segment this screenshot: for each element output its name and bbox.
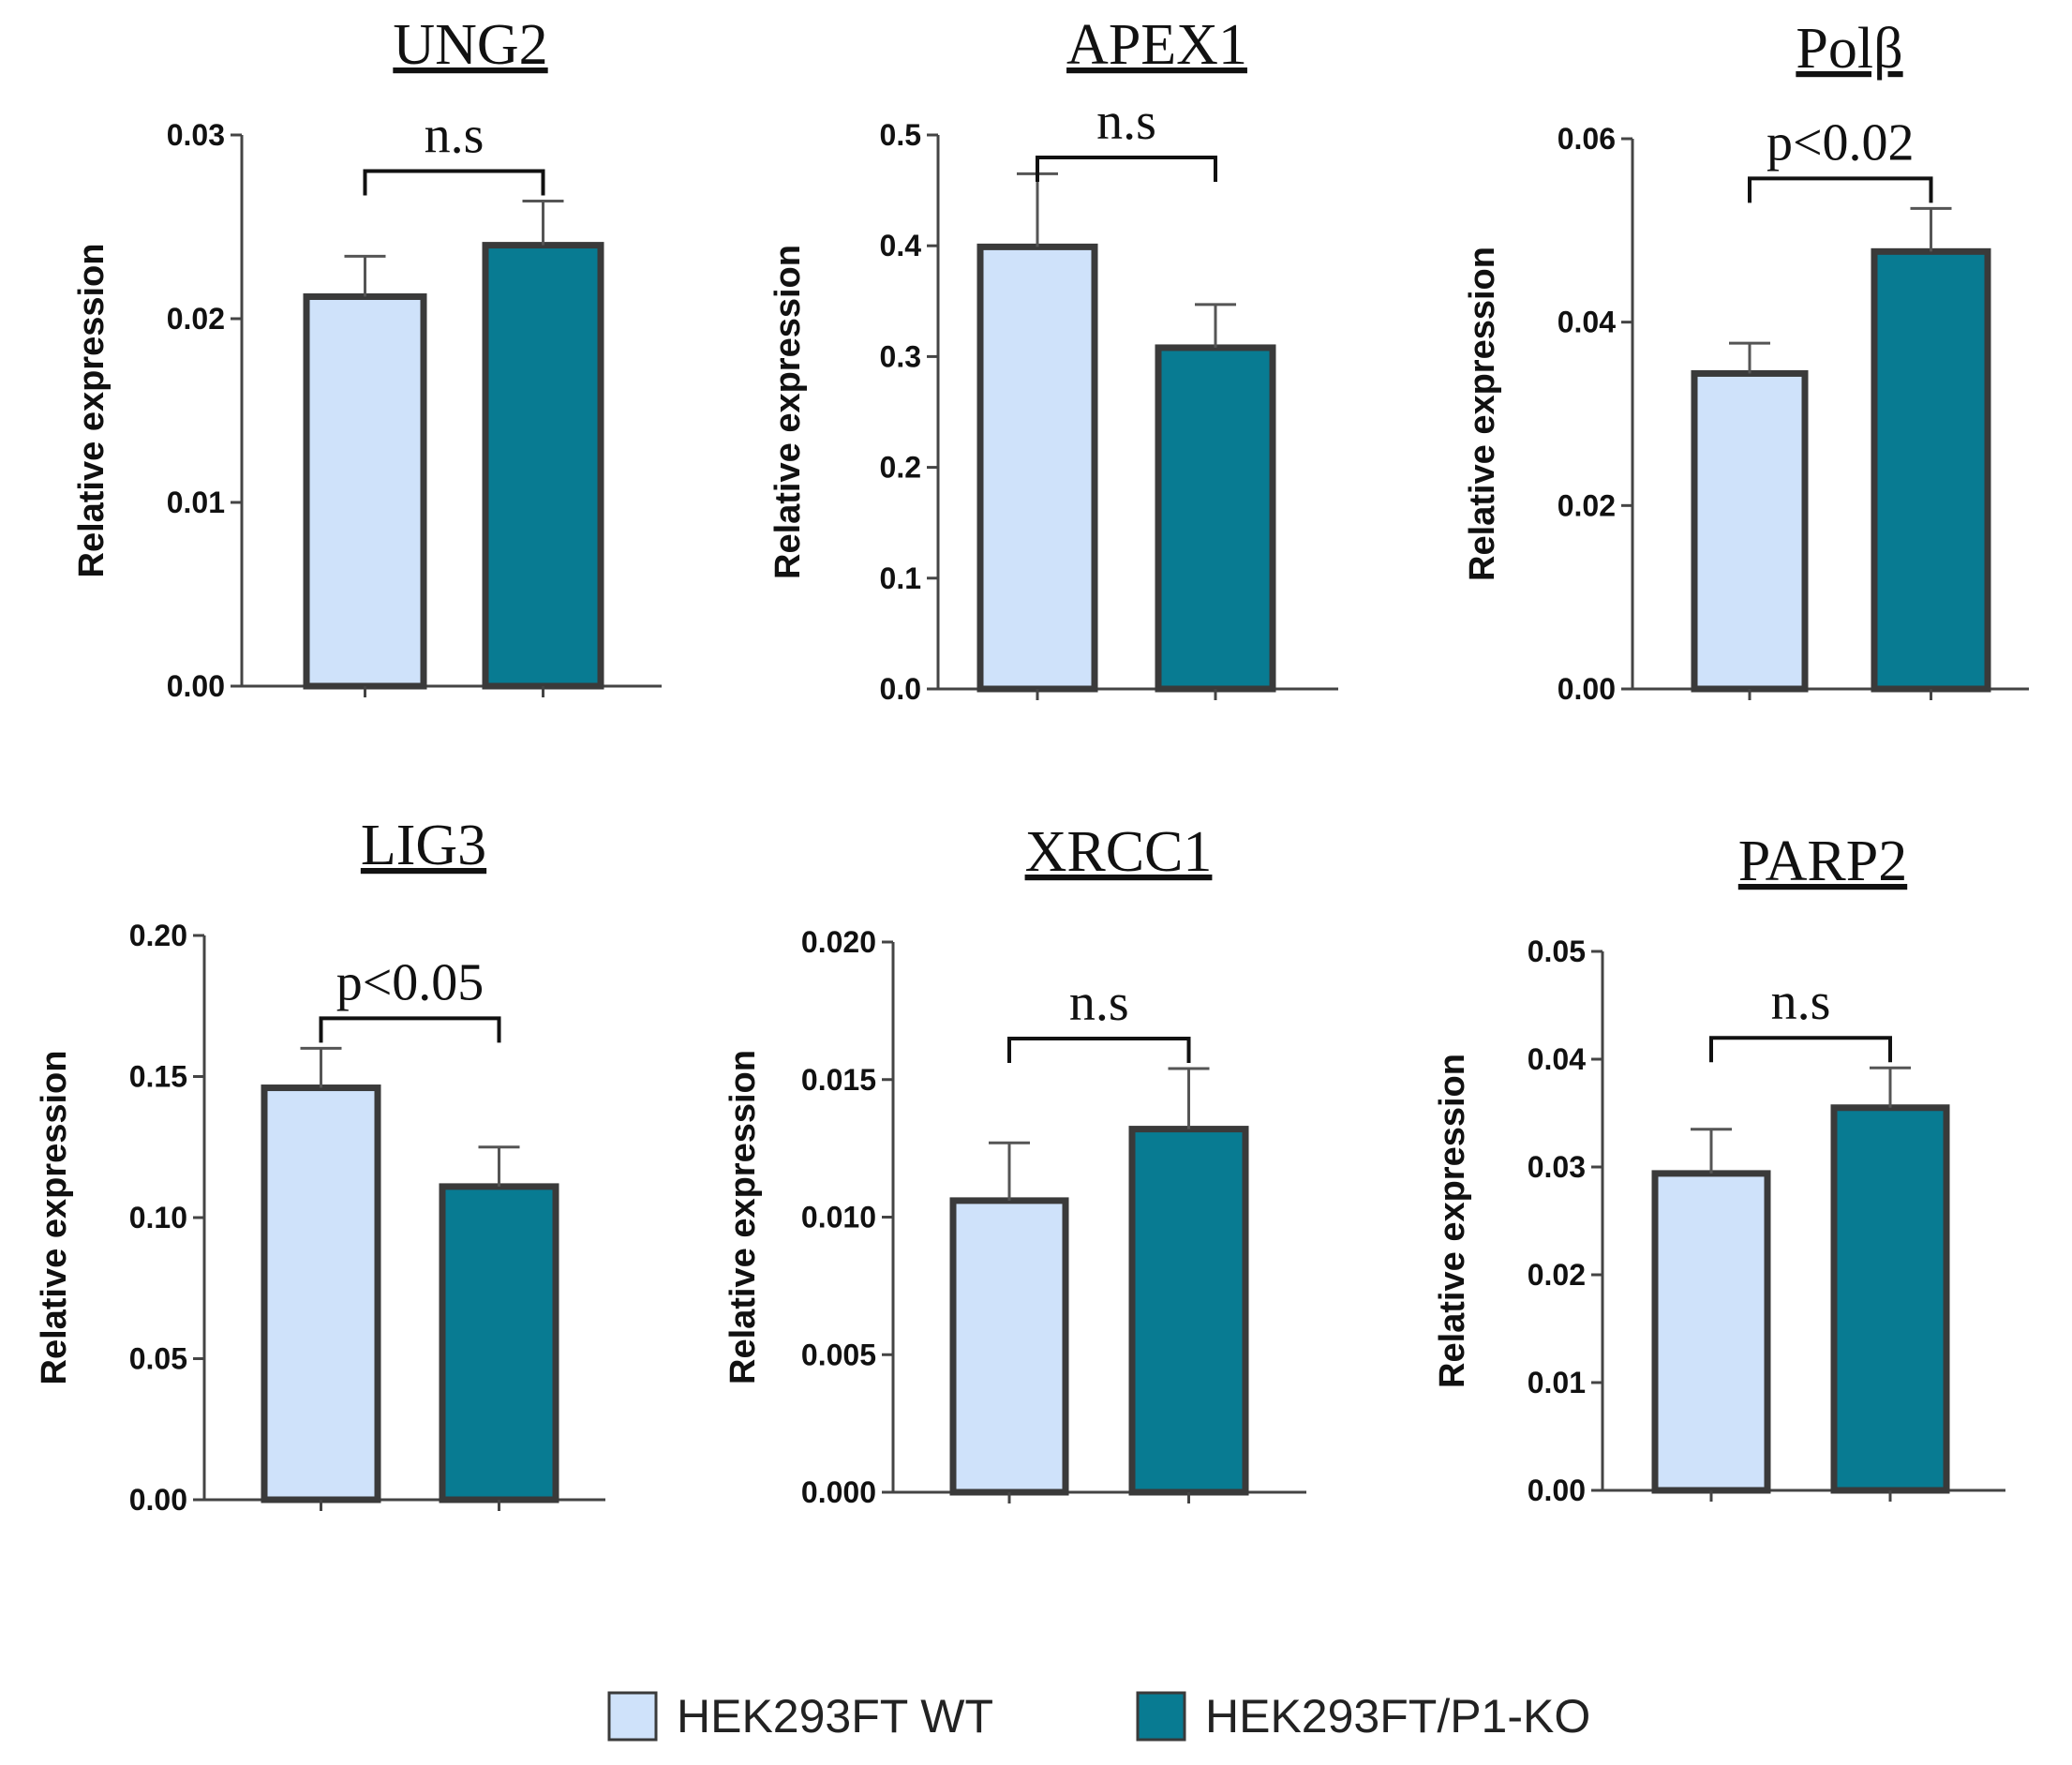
- bar-ko: [1155, 344, 1276, 693]
- y-tick-label: 0.00: [129, 1483, 187, 1517]
- bar-wt: [1691, 369, 1809, 693]
- bar-ko: [1128, 1126, 1249, 1496]
- y-axis-label: Relative expression: [768, 245, 808, 579]
- bar-wt: [303, 292, 427, 690]
- y-axis-label: Relative expression: [1433, 1054, 1472, 1388]
- y-tick-label: 0.05: [129, 1342, 187, 1376]
- legend-item-wt: HEK293FT WT: [607, 1690, 993, 1743]
- legend-label: HEK293FT WT: [677, 1690, 993, 1743]
- chart-title: XRCC1: [1025, 820, 1213, 884]
- y-tick-label: 0.2: [880, 451, 921, 485]
- y-tick-label: 0.05: [1528, 935, 1586, 968]
- significance-bracket: [1036, 156, 1217, 182]
- chart-parp2: PARP2 Relative expression 0.00 0.01 0.02 0.03…: [1433, 830, 2005, 1507]
- charts-grid: UNG2 Relative expression 0.00 0.01 0.02 0.03 n…: [35, 13, 2029, 1517]
- y-tick-label: 0.015: [801, 1063, 876, 1097]
- legend-swatch: [1136, 1691, 1186, 1742]
- bar-wt: [949, 1197, 1069, 1496]
- chart-xrcc1: XRCC1 Relative expression 0.000 0.005 0.010 0…: [723, 820, 1306, 1509]
- significance-bracket: [1709, 1036, 1892, 1063]
- y-tick-label: 0.04: [1528, 1042, 1586, 1076]
- significance-label: p<0.02: [1766, 113, 1915, 172]
- bar-ko: [482, 242, 604, 690]
- chart-lig3: LIG3 Relative expression 0.00 0.05 0.10 0.15 0…: [35, 814, 605, 1517]
- bar-wt: [1651, 1170, 1771, 1494]
- y-tick-label: 0.00: [1558, 672, 1616, 706]
- bar-wt: [261, 1084, 381, 1503]
- y-tick-label: 0.005: [801, 1338, 876, 1371]
- significance-bracket: [363, 169, 545, 196]
- significance-label: p<0.05: [336, 953, 484, 1011]
- y-axis-label: Relative expression: [72, 244, 112, 578]
- chart-apex1: APEX1 Relative expression 0.0 0.1 0.2 0.3 0.4 0…: [768, 13, 1338, 706]
- chart-ung2: UNG2 Relative expression 0.00 0.01 0.02 0.03 n…: [72, 13, 662, 703]
- chart-polbeta: Polβ Relative expression 0.00 0.02 0.04 0.06 p…: [1463, 17, 2029, 706]
- legend-item-ko: HEK293FT/P1-KO: [1136, 1690, 1590, 1743]
- y-tick-label: 0.04: [1558, 306, 1616, 339]
- chart-title: Polβ: [1796, 17, 1902, 81]
- y-tick-label: 0.03: [167, 118, 225, 152]
- y-tick-label: 0.00: [1528, 1473, 1586, 1507]
- y-tick-label: 0.010: [801, 1201, 876, 1234]
- bar-wt: [976, 243, 1098, 693]
- chart-title: APEX1: [1066, 13, 1247, 77]
- legend: HEK293FT WT HEK293FT/P1-KO: [607, 1690, 1590, 1743]
- y-tick-label: 0.10: [129, 1201, 187, 1234]
- significance-bracket: [319, 1016, 501, 1043]
- y-axis-label: Relative expression: [1463, 247, 1502, 581]
- chart-title: PARP2: [1738, 830, 1907, 893]
- bar-ko: [1871, 247, 1991, 693]
- y-tick-label: 0.20: [129, 919, 187, 952]
- legend-label: HEK293FT/P1-KO: [1205, 1690, 1590, 1743]
- y-tick-label: 0.02: [1528, 1258, 1586, 1292]
- y-tick-label: 0.03: [1528, 1150, 1586, 1184]
- y-tick-label: 0.5: [880, 118, 921, 152]
- y-tick-label: 0.3: [880, 339, 921, 373]
- y-tick-label: 0.020: [801, 925, 876, 959]
- y-tick-label: 0.00: [167, 669, 225, 703]
- significance-label: n.s: [1069, 974, 1129, 1032]
- y-tick-label: 0.1: [880, 561, 921, 595]
- y-tick-label: 0.02: [167, 302, 225, 336]
- significance-label: n.s: [1096, 93, 1156, 151]
- bar-ko: [1830, 1104, 1950, 1494]
- y-axis-label: Relative expression: [35, 1051, 74, 1385]
- y-tick-label: 0.01: [1528, 1366, 1586, 1399]
- y-tick-label: 0.4: [880, 229, 922, 262]
- chart-title: LIG3: [361, 814, 486, 877]
- significance-label: n.s: [1771, 973, 1831, 1031]
- significance-bracket: [1748, 176, 1933, 203]
- y-tick-label: 0.02: [1558, 488, 1616, 522]
- significance-bracket: [1007, 1037, 1191, 1064]
- chart-title: UNG2: [393, 13, 547, 77]
- y-tick-label: 0.15: [129, 1060, 187, 1094]
- y-axis-label: Relative expression: [723, 1050, 763, 1384]
- significance-label: n.s: [425, 107, 484, 165]
- y-tick-label: 0.01: [167, 486, 225, 519]
- bar-ko: [439, 1183, 559, 1503]
- legend-swatch: [607, 1691, 658, 1742]
- y-tick-label: 0.0: [880, 672, 921, 706]
- y-tick-label: 0.06: [1558, 122, 1616, 156]
- y-tick-label: 0.000: [801, 1475, 876, 1509]
